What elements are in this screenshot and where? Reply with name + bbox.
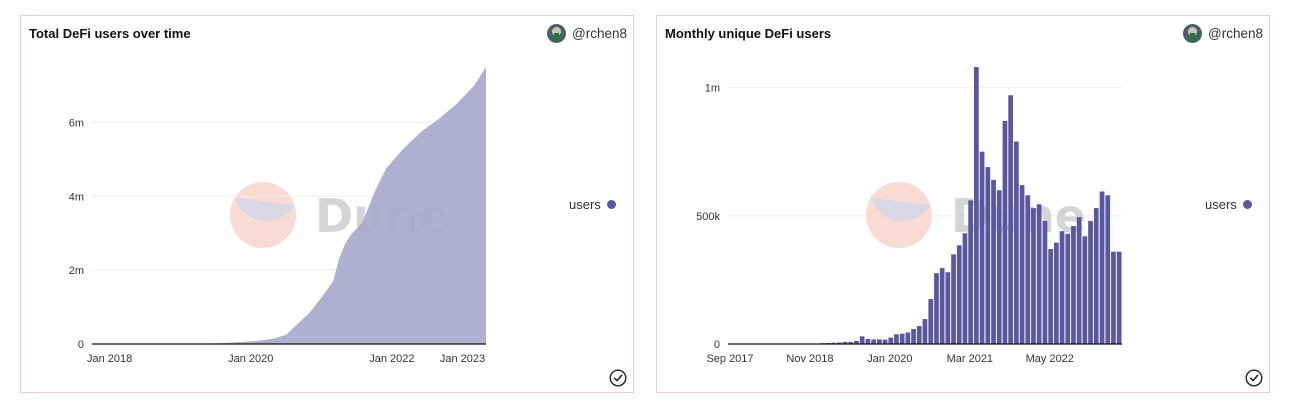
x-tick-label: May 2022 (1026, 353, 1074, 365)
y-tick-label: 1m (705, 83, 720, 95)
bar-users (888, 337, 894, 344)
bar-users (939, 268, 945, 344)
bar-users (1088, 220, 1093, 344)
legend-label: users (1205, 197, 1237, 212)
bar-users (905, 332, 911, 344)
bar-users (882, 339, 888, 344)
x-tick-label: Jan 2020 (867, 353, 912, 365)
bar-users (1116, 251, 1122, 344)
bar-users (934, 273, 939, 344)
bar-users (1076, 217, 1082, 344)
bar-users (1019, 185, 1025, 344)
bar-users (871, 339, 877, 344)
y-tick-label: 2m (69, 265, 84, 277)
x-tick-label: Jan 2020 (228, 353, 273, 365)
bar-users (859, 336, 865, 344)
x-tick-label: Jan 2023 (440, 353, 485, 365)
bar-users (1008, 95, 1014, 344)
bar-users (1025, 195, 1031, 344)
bar-users (837, 342, 842, 344)
bar-users (1054, 242, 1059, 344)
card-title: Total DeFi users over time (29, 26, 191, 41)
author-link[interactable]: @rchen8 (547, 24, 627, 43)
series-area-users (92, 67, 486, 344)
bar-users (1105, 195, 1111, 344)
bar-users (894, 334, 899, 344)
legend-label: users (569, 197, 601, 212)
bar-users (877, 339, 882, 344)
author-name: @rchen8 (572, 26, 627, 41)
bar-users (945, 272, 951, 344)
bar-users (928, 299, 934, 344)
watermark-wedge (234, 197, 295, 221)
bar-users (956, 245, 962, 344)
monthly-users-card: Monthly unique DeFi users @rchen8 0 500k 1… (656, 15, 1270, 393)
check-circle-icon[interactable] (609, 369, 627, 387)
bar-users (979, 151, 985, 344)
bar-users (1042, 220, 1048, 344)
bar-users (962, 233, 968, 344)
bar-users (854, 340, 859, 344)
bar-users (996, 190, 1002, 344)
bar-users (1082, 236, 1088, 344)
bar-users (916, 326, 922, 344)
x-tick-label: Nov 2018 (786, 353, 833, 365)
legend-item-users[interactable]: users (1205, 197, 1252, 212)
bar-users (968, 200, 974, 344)
legend-dot-icon (1242, 200, 1252, 209)
total-users-card: Total DeFi users over time @rchen8 Dune0… (20, 15, 634, 393)
author-name: @rchen8 (1208, 26, 1263, 41)
legend-item-users[interactable]: users (569, 197, 616, 212)
x-tick-label: Sep 2017 (706, 353, 753, 365)
bar-users (951, 254, 956, 344)
bar-users (848, 341, 854, 344)
author-link[interactable]: @rchen8 (1183, 24, 1263, 43)
bar-users (1048, 249, 1054, 344)
bar-users (1093, 208, 1099, 344)
watermark-wedge (870, 197, 931, 221)
check-circle-icon[interactable] (1245, 369, 1263, 387)
bar-users (911, 329, 916, 344)
bar-users (1099, 191, 1105, 344)
card-title: Monthly unique DeFi users (665, 26, 832, 41)
y-tick-label: 6m (69, 117, 84, 129)
bar-users (899, 333, 905, 344)
avatar (1183, 24, 1203, 43)
bar-users (1059, 231, 1065, 344)
bar-users (1071, 226, 1076, 344)
bar-users (985, 167, 991, 344)
x-tick-label: Mar 2021 (947, 353, 993, 365)
bar-users (974, 67, 979, 344)
avatar (547, 24, 567, 43)
bar-users (1002, 121, 1008, 344)
bar-users (991, 179, 996, 344)
bar-users (1031, 208, 1036, 344)
x-tick-label: Jan 2018 (87, 353, 132, 365)
bar-users (1065, 233, 1071, 344)
bar-users (865, 338, 871, 344)
bar-users (1036, 204, 1042, 344)
bar-users (922, 319, 928, 344)
y-tick-label: 4m (69, 191, 84, 203)
bar-users (1111, 251, 1116, 344)
bar-users (1014, 141, 1019, 344)
bar-users (842, 341, 848, 344)
legend-dot-icon (606, 200, 616, 209)
y-tick-label: 0 (714, 339, 720, 351)
y-tick-label: 0 (78, 339, 84, 351)
x-tick-label: Jan 2022 (369, 353, 414, 365)
y-tick-label: 500k (696, 211, 720, 223)
